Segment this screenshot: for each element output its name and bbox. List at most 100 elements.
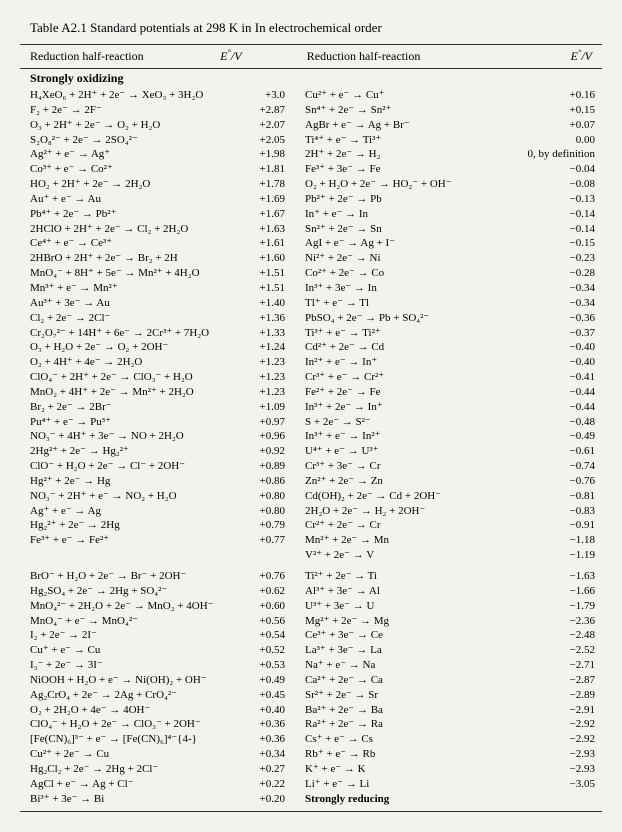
reaction-cell: 2HBrO + 2H⁺ + 2e⁻ → Br₂ + 2H bbox=[30, 251, 230, 266]
potential-cell: +1.67 bbox=[230, 207, 285, 222]
reaction-cell: Cs⁺ + e⁻ → Cs bbox=[305, 732, 511, 747]
potential-cell: +0.34 bbox=[230, 747, 285, 762]
table-row: Ti³⁺ + e⁻ → Ti²⁺−0.37 bbox=[305, 326, 605, 341]
reaction-cell: Cu²⁺ + e⁻ → Cu⁺ bbox=[305, 88, 511, 103]
table-row: O₂ + 4H⁺ + 4e⁻ → 2H₂O+1.23 bbox=[30, 355, 285, 370]
potential-cell: +1.23 bbox=[230, 370, 285, 385]
reaction-cell: NO₃⁻ + 2H⁺ + e⁻ → NO₂ + H₂O bbox=[30, 489, 230, 504]
table-row: Hg₂Cl₂ + 2e⁻ → 2Hg + 2Cl⁻+0.27 bbox=[30, 762, 285, 777]
reaction-cell: Co²⁺ + 2e⁻ → Co bbox=[305, 266, 511, 281]
potential-cell: +0.97 bbox=[230, 415, 285, 430]
potential-cell: +1.33 bbox=[230, 326, 285, 341]
table-row: NO₃⁻ + 2H⁺ + e⁻ → NO₂ + H₂O+0.80 bbox=[30, 489, 285, 504]
table-row: Ce³⁺ + 3e⁻ → Ce−2.48 bbox=[305, 628, 605, 643]
reaction-cell: Cu⁺ + e⁻ → Cu bbox=[30, 643, 230, 658]
reaction-cell: I₃⁻ + 2e⁻ → 3I⁻ bbox=[30, 658, 230, 673]
potential-cell: −0.36 bbox=[511, 311, 605, 326]
reaction-cell: La³⁺ + 3e⁻ → La bbox=[305, 643, 511, 658]
reaction-cell: Ni²⁺ + 2e⁻ → Ni bbox=[305, 251, 511, 266]
bottom-divider bbox=[20, 811, 602, 812]
reaction-cell: Hg²⁺ + 2e⁻ → Hg bbox=[30, 474, 230, 489]
table-row: Cd²⁺ + 2e⁻ → Cd−0.40 bbox=[305, 340, 605, 355]
potential-cell: +0.92 bbox=[230, 444, 285, 459]
potential-cell: +0.36 bbox=[230, 717, 285, 732]
reaction-cell: H₄XeO₆ + 2H⁺ + 2e⁻ → XeO₃ + 3H₂O bbox=[30, 88, 230, 103]
table-row: Ni²⁺ + 2e⁻ → Ni−0.23 bbox=[305, 251, 605, 266]
table-row: Au⁺ + e⁻ → Au+1.69 bbox=[30, 192, 285, 207]
potential-cell: +0.86 bbox=[230, 474, 285, 489]
table-row: Cr₂O₇²⁻ + 14H⁺ + 6e⁻ → 2Cr³⁺ + 7H₂O+1.33 bbox=[30, 326, 285, 341]
left-upper-column: H₄XeO₆ + 2H⁺ + 2e⁻ → XeO₃ + 3H₂O+3.0F₂ +… bbox=[20, 88, 285, 563]
potential-cell: +1.24 bbox=[230, 340, 285, 355]
reaction-cell: S + 2e⁻ → S²⁻ bbox=[305, 415, 511, 430]
table-row: Zn²⁺ + 2e⁻ → Zn−0.76 bbox=[305, 474, 605, 489]
potential-cell: −0.14 bbox=[511, 207, 605, 222]
table-row: Ca²⁺ + 2e⁻ → Ca−2.87 bbox=[305, 673, 605, 688]
reaction-cell: Sn²⁺ + 2e⁻ → Sn bbox=[305, 222, 511, 237]
potential-cell: +0.89 bbox=[230, 459, 285, 474]
potential-cell: +0.45 bbox=[230, 688, 285, 703]
reaction-cell: AgI + e⁻ → Ag + I⁻ bbox=[305, 236, 511, 251]
table-row: Pb²⁺ + 2e⁻ → Pb−0.13 bbox=[305, 192, 605, 207]
header-reduction-left: Reduction half-reaction bbox=[20, 49, 220, 64]
table-row: O₂ + 2H₂O + 4e⁻ → 4OH⁻+0.40 bbox=[30, 703, 285, 718]
potential-cell: −0.40 bbox=[511, 340, 605, 355]
table-row: AgBr + e⁻ → Ag + Br⁻+0.07 bbox=[305, 118, 605, 133]
table-row: Mg²⁺ + 2e⁻ → Mg−2.36 bbox=[305, 614, 605, 629]
potential-cell: −1.19 bbox=[511, 548, 605, 563]
potential-cell: 0.00 bbox=[511, 133, 605, 148]
potential-cell: +0.62 bbox=[230, 584, 285, 599]
table-row: In³⁺ + 2e⁻ → In⁺−0.44 bbox=[305, 400, 605, 415]
table-row: Cr³⁺ + e⁻ → Cr²⁺−0.41 bbox=[305, 370, 605, 385]
potential-cell: −1.79 bbox=[511, 599, 605, 614]
lower-columns: BrO⁻ + H₂O + 2e⁻ → Br⁻ + 2OH⁻+0.76Hg₂SO₄… bbox=[20, 569, 602, 807]
table-row: NO₃⁻ + 4H⁺ + 3e⁻ → NO + 2H₂O+0.96 bbox=[30, 429, 285, 444]
potential-cell: +0.36 bbox=[230, 732, 285, 747]
potential-cell: +1.63 bbox=[230, 222, 285, 237]
table-row: Ag⁺ + e⁻ → Ag+0.80 bbox=[30, 504, 285, 519]
reaction-cell: K⁺ + e⁻ → K bbox=[305, 762, 511, 777]
reaction-cell: Hg₂²⁺ + 2e⁻ → 2Hg bbox=[30, 518, 230, 533]
table-row: Tl⁺ + e⁻ → Tl−0.34 bbox=[305, 296, 605, 311]
potential-cell: +0.96 bbox=[230, 429, 285, 444]
table-row: Ce⁴⁺ + e⁻ → Ce³⁺+1.61 bbox=[30, 236, 285, 251]
potential-cell: −0.40 bbox=[511, 355, 605, 370]
potential-cell: −0.44 bbox=[511, 400, 605, 415]
table-row: Li⁺ + e⁻ → Li−3.05 bbox=[305, 777, 605, 792]
table-row: Au³⁺ + 3e⁻ → Au+1.40 bbox=[30, 296, 285, 311]
potential-cell: +0.60 bbox=[230, 599, 285, 614]
potential-cell: +1.36 bbox=[230, 311, 285, 326]
potential-cell: −0.14 bbox=[511, 222, 605, 237]
potential-cell: −0.13 bbox=[511, 192, 605, 207]
reaction-cell: Al³⁺ + 3e⁻ → Al bbox=[305, 584, 511, 599]
table-row: Hg₂SO₄ + 2e⁻ → 2Hg + SO₄²⁻+0.62 bbox=[30, 584, 285, 599]
table-row: ClO⁻ + H₂O + 2e⁻ → Cl⁻ + 2OH⁻+0.89 bbox=[30, 459, 285, 474]
potential-cell: +0.20 bbox=[230, 792, 285, 807]
reaction-cell: Ag²⁺ + e⁻ → Ag⁺ bbox=[30, 147, 230, 162]
right-lower-column: Ti²⁺ + 2e⁻ → Ti−1.63Al³⁺ + 3e⁻ → Al−1.66… bbox=[285, 569, 605, 807]
reaction-cell: Au⁺ + e⁻ → Au bbox=[30, 192, 230, 207]
reaction-cell: I₂ + 2e⁻ → 2I⁻ bbox=[30, 628, 230, 643]
reaction-cell: In³⁺ + e⁻ → In²⁺ bbox=[305, 429, 511, 444]
table-row: H₄XeO₆ + 2H⁺ + 2e⁻ → XeO₃ + 3H₂O+3.0 bbox=[30, 88, 285, 103]
table-row: Mn²⁺ + 2e⁻ → Mn−1.18 bbox=[305, 533, 605, 548]
reaction-cell: Na⁺ + e⁻ → Na bbox=[305, 658, 511, 673]
table-row: O₃ + 2H⁺ + 2e⁻ → O₂ + H₂O+2.07 bbox=[30, 118, 285, 133]
header-potential-left: E°/V bbox=[220, 49, 287, 64]
potential-cell: −0.15 bbox=[511, 236, 605, 251]
reaction-cell: AgCl + e⁻ → Ag + Cl⁻ bbox=[30, 777, 230, 792]
table-row: Bi³⁺ + 3e⁻ → Bi+0.20 bbox=[30, 792, 285, 807]
potential-cell: −2.93 bbox=[511, 747, 605, 762]
reaction-cell: O₂ + 4H⁺ + 4e⁻ → 2H₂O bbox=[30, 355, 230, 370]
reaction-cell: NiOOH + H₂O + e⁻ → Ni(OH)₂ + OH⁻ bbox=[30, 673, 230, 688]
potential-cell: +1.51 bbox=[230, 281, 285, 296]
potential-cell: +0.15 bbox=[511, 103, 605, 118]
potential-cell: −2.52 bbox=[511, 643, 605, 658]
reaction-cell: Sn⁴⁺ + 2e⁻ → Sn²⁺ bbox=[305, 103, 511, 118]
table-row: I₃⁻ + 2e⁻ → 3I⁻+0.53 bbox=[30, 658, 285, 673]
potential-cell: +1.09 bbox=[230, 400, 285, 415]
table-row: BrO⁻ + H₂O + 2e⁻ → Br⁻ + 2OH⁻+0.76 bbox=[30, 569, 285, 584]
table-row: HO₂ + 2H⁺ + 2e⁻ → 2H₂O+1.78 bbox=[30, 177, 285, 192]
reaction-cell: Li⁺ + e⁻ → Li bbox=[305, 777, 511, 792]
potential-cell: +0.80 bbox=[230, 489, 285, 504]
